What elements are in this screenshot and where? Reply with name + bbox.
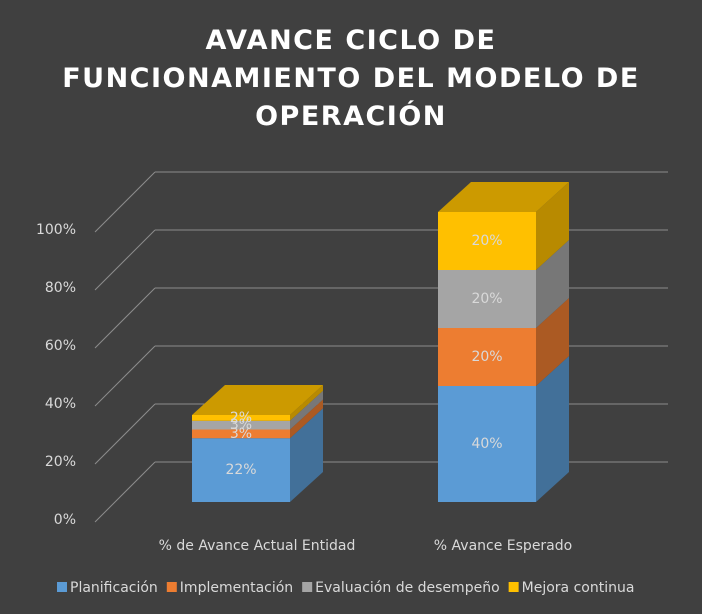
legend-label: Mejora continua [522,580,635,596]
value-label: 2% [230,410,252,426]
value-label: 3% [230,417,252,433]
grid-line [94,171,156,233]
bar-side [290,408,323,502]
bar-side [290,390,323,430]
grid-line [94,345,156,407]
value-label: 20% [471,233,502,249]
bar-side [290,399,323,439]
bar-side [536,356,569,502]
value-label: 40% [471,436,502,452]
grid-line [94,403,156,465]
bar-segment [192,429,290,439]
bar-top [192,385,323,415]
bar-side [536,240,569,328]
x-tick-label: % de Avance Actual Entidad [159,538,356,554]
y-tick-label: 40% [45,396,76,412]
legend-swatch [302,582,313,592]
value-label: 20% [471,291,502,307]
legend-label: Evaluación de desempeño [315,580,499,596]
grid-line [94,287,156,349]
bar-segment [192,420,290,430]
legend-swatch [166,582,177,592]
y-tick-label: 100% [36,222,76,238]
y-tick-label: 80% [45,280,76,296]
chart-title: AVANCE CICLO DE FUNCIONAMIENTO DEL MODEL… [62,25,640,132]
bar-segment [438,270,536,328]
grid-line [94,461,156,523]
legend-swatch [57,582,67,592]
bar-side [536,298,569,386]
bar-segment [438,386,536,502]
y-tick-label: 0% [54,512,76,528]
bar-segment [192,438,290,502]
legend-label: Implementación [180,580,293,596]
bar-side [536,182,569,270]
x-tick-label: % Avance Esperado [434,538,572,554]
bar-side [290,385,323,421]
bar-segment [192,415,290,421]
legend-swatch [508,582,519,592]
grid-line [94,229,156,291]
bar-segment [438,328,536,386]
legend-label: Planificación [70,580,158,596]
y-tick-label: 60% [45,338,76,354]
value-label: 22% [225,462,256,478]
bar-segment [438,212,536,270]
y-tick-label: 20% [45,454,76,470]
bar-top [438,182,569,212]
value-label: 3% [230,426,252,442]
value-label: 20% [471,349,502,365]
